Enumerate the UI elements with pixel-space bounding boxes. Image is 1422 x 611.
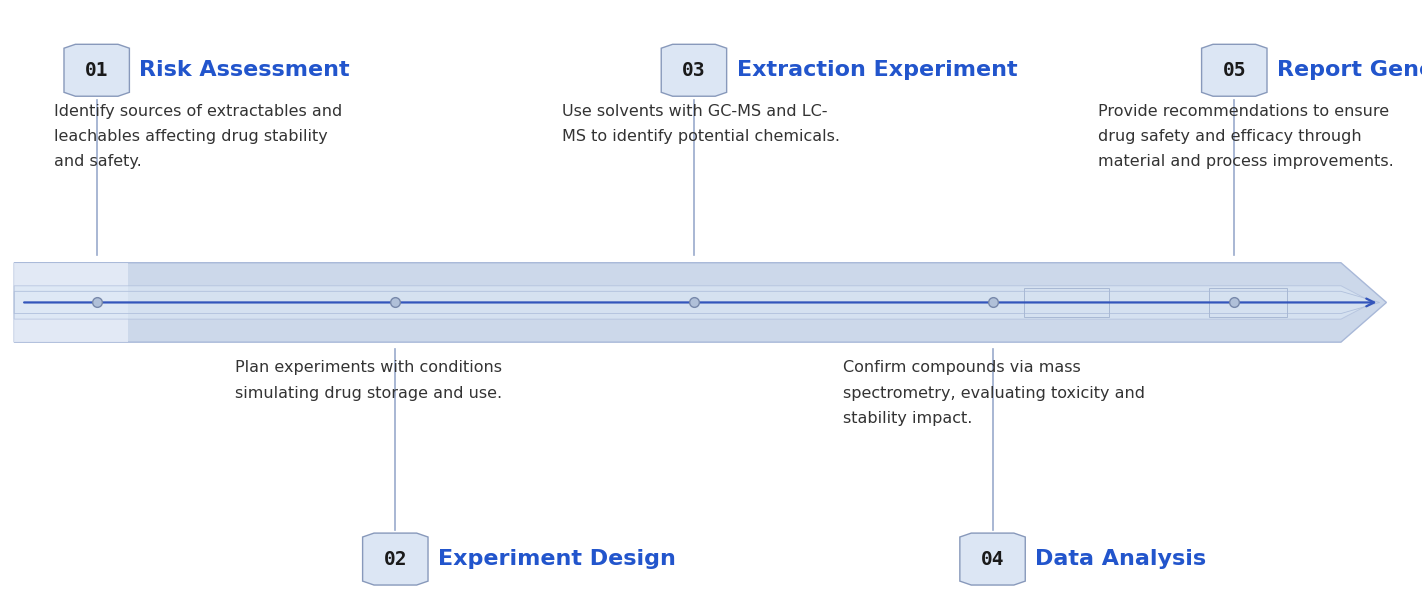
Text: 03: 03 — [683, 60, 705, 80]
Polygon shape — [661, 45, 727, 96]
Text: Experiment Design: Experiment Design — [438, 549, 675, 569]
Text: Risk Assessment: Risk Assessment — [139, 60, 350, 80]
Text: Plan experiments with conditions
simulating drug storage and use.: Plan experiments with conditions simulat… — [235, 360, 502, 401]
Text: Confirm compounds via mass
spectrometry, evaluating toxicity and
stability impac: Confirm compounds via mass spectrometry,… — [843, 360, 1145, 426]
Text: 01: 01 — [85, 60, 108, 80]
Polygon shape — [64, 45, 129, 96]
Polygon shape — [1202, 45, 1267, 96]
Polygon shape — [14, 263, 1386, 342]
Polygon shape — [363, 533, 428, 585]
Text: Extraction Experiment: Extraction Experiment — [737, 60, 1017, 80]
Polygon shape — [14, 286, 1372, 319]
Text: Report Generation: Report Generation — [1277, 60, 1422, 80]
Text: Data Analysis: Data Analysis — [1035, 549, 1206, 569]
Text: Provide recommendations to ensure
drug safety and efficacy through
material and : Provide recommendations to ensure drug s… — [1098, 104, 1394, 169]
Text: 02: 02 — [384, 549, 407, 569]
Polygon shape — [960, 533, 1025, 585]
Text: 04: 04 — [981, 549, 1004, 569]
Text: Use solvents with GC-MS and LC-
MS to identify potential chemicals.: Use solvents with GC-MS and LC- MS to id… — [562, 104, 839, 144]
Text: Identify sources of extractables and
leachables affecting drug stability
and saf: Identify sources of extractables and lea… — [54, 104, 343, 169]
Polygon shape — [14, 263, 128, 342]
Text: 05: 05 — [1223, 60, 1246, 80]
